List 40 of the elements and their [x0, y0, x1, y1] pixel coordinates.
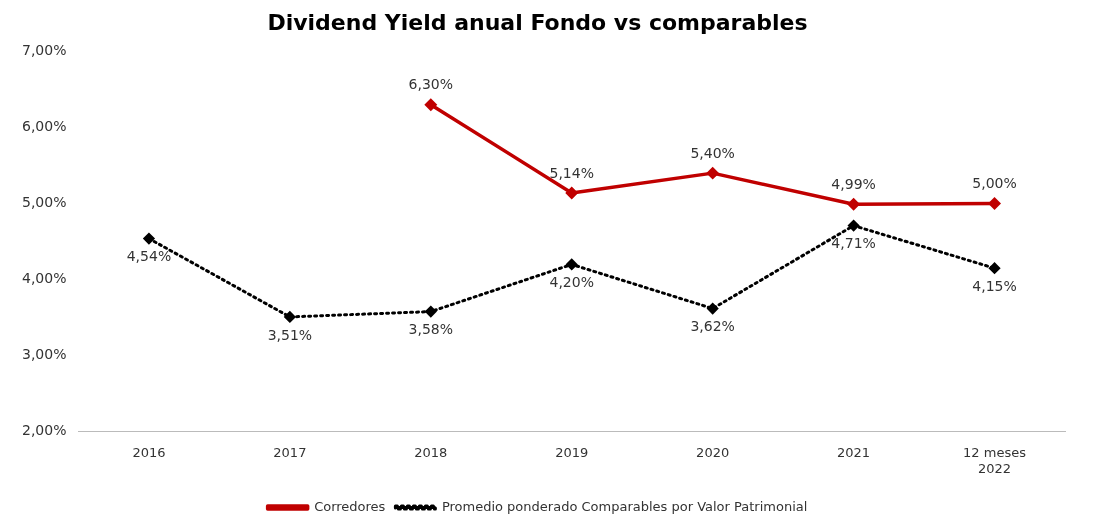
- y-tick-label: 7,00%: [21, 42, 67, 59]
- point: [143, 233, 155, 245]
- point: [706, 167, 719, 179]
- x-tick-label: 12 meses 2022: [963, 444, 1027, 476]
- x-tick-label: 2018: [414, 444, 448, 460]
- point: [284, 311, 296, 323]
- y-tick-label: 2,00%: [21, 422, 67, 439]
- point: [989, 262, 1001, 274]
- data-label: 3,58%: [408, 321, 454, 338]
- legend-label: Promedio ponderado Comparables por Valor Patrimonial: [441, 498, 808, 514]
- legend-label: Corredores: [314, 498, 386, 514]
- point: [707, 303, 719, 315]
- y-tick-label: 4,00%: [21, 270, 67, 287]
- data-label: 4,20%: [549, 274, 594, 291]
- data-label: 6,30%: [408, 76, 454, 93]
- data-label: 5,00%: [972, 175, 1017, 192]
- point: [565, 187, 578, 199]
- y-tick-label: 6,00%: [21, 118, 67, 135]
- y-tick-label: 5,00%: [21, 194, 67, 211]
- data-label: 3,51%: [267, 326, 313, 343]
- x-tick-label: 2017: [273, 444, 307, 460]
- data-label: 4,15%: [972, 277, 1017, 294]
- data-label: 4,54%: [126, 248, 172, 265]
- point: [988, 197, 1001, 210]
- data-label: 3,62%: [690, 318, 735, 335]
- data-label: 4,71%: [831, 235, 876, 252]
- point: [425, 98, 437, 111]
- point: [847, 198, 860, 211]
- point: [848, 220, 860, 232]
- point: [425, 306, 437, 318]
- x-tick-label: 2021: [837, 444, 871, 460]
- x-tick-label: 2019: [555, 444, 589, 460]
- chart-title: Dividend Yield anual Fondo vs comparables: [267, 9, 808, 35]
- x-tick-label: 2016: [132, 444, 166, 460]
- y-tick-label: 3,00%: [21, 346, 67, 363]
- point: [566, 258, 578, 270]
- data-label: 4,99%: [831, 175, 876, 192]
- data-label: 5,14%: [549, 164, 594, 181]
- x-tick-label: 2020: [696, 444, 730, 460]
- data-label: 5,40%: [690, 144, 735, 161]
